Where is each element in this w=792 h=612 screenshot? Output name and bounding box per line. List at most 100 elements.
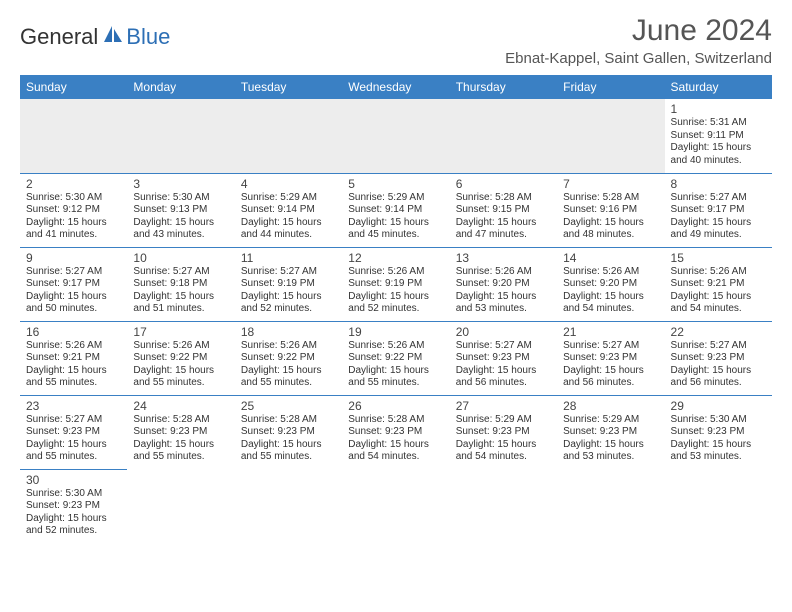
day-number: 30 (26, 473, 121, 487)
daylight-text: Daylight: 15 hours (133, 365, 228, 378)
sunset-text: Sunset: 9:11 PM (671, 130, 766, 143)
sunset-text: Sunset: 9:22 PM (348, 352, 443, 365)
sunrise-text: Sunrise: 5:27 AM (26, 414, 121, 427)
day-number: 10 (133, 251, 228, 265)
sunrise-text: Sunrise: 5:27 AM (456, 340, 551, 353)
day-number: 6 (456, 177, 551, 191)
day-number: 3 (133, 177, 228, 191)
daylight-text: and 56 minutes. (456, 377, 551, 390)
sunset-text: Sunset: 9:23 PM (348, 426, 443, 439)
weekday-header: Saturday (665, 75, 772, 99)
sunset-text: Sunset: 9:23 PM (26, 500, 121, 513)
sunrise-text: Sunrise: 5:26 AM (456, 266, 551, 279)
daylight-text: and 40 minutes. (671, 155, 766, 168)
calendar-day-cell (127, 99, 234, 173)
calendar-day-cell: 17Sunrise: 5:26 AMSunset: 9:22 PMDayligh… (127, 321, 234, 395)
calendar-day-cell (127, 469, 234, 543)
calendar-day-cell: 10Sunrise: 5:27 AMSunset: 9:18 PMDayligh… (127, 247, 234, 321)
daylight-text: and 44 minutes. (241, 229, 336, 242)
calendar-day-cell: 19Sunrise: 5:26 AMSunset: 9:22 PMDayligh… (342, 321, 449, 395)
daylight-text: and 41 minutes. (26, 229, 121, 242)
day-number: 9 (26, 251, 121, 265)
sunset-text: Sunset: 9:23 PM (671, 426, 766, 439)
daylight-text: and 52 minutes. (348, 303, 443, 316)
calendar-day-cell: 21Sunrise: 5:27 AMSunset: 9:23 PMDayligh… (557, 321, 664, 395)
calendar-page: General Blue June 2024 Ebnat-Kappel, Sai… (0, 0, 792, 557)
sunset-text: Sunset: 9:23 PM (133, 426, 228, 439)
sunrise-text: Sunrise: 5:27 AM (563, 340, 658, 353)
calendar-day-cell: 6Sunrise: 5:28 AMSunset: 9:15 PMDaylight… (450, 173, 557, 247)
daylight-text: Daylight: 15 hours (671, 291, 766, 304)
day-number: 11 (241, 251, 336, 265)
day-number: 4 (241, 177, 336, 191)
sunrise-text: Sunrise: 5:27 AM (671, 340, 766, 353)
day-number: 22 (671, 325, 766, 339)
calendar-day-cell: 2Sunrise: 5:30 AMSunset: 9:12 PMDaylight… (20, 173, 127, 247)
daylight-text: Daylight: 15 hours (563, 439, 658, 452)
sunrise-text: Sunrise: 5:29 AM (241, 192, 336, 205)
sunrise-text: Sunrise: 5:30 AM (26, 192, 121, 205)
day-number: 5 (348, 177, 443, 191)
sunrise-text: Sunrise: 5:31 AM (671, 117, 766, 130)
weekday-header: Friday (557, 75, 664, 99)
calendar-day-cell: 3Sunrise: 5:30 AMSunset: 9:13 PMDaylight… (127, 173, 234, 247)
daylight-text: Daylight: 15 hours (26, 513, 121, 526)
calendar-day-cell: 13Sunrise: 5:26 AMSunset: 9:20 PMDayligh… (450, 247, 557, 321)
daylight-text: Daylight: 15 hours (671, 142, 766, 155)
daylight-text: Daylight: 15 hours (133, 291, 228, 304)
day-number: 14 (563, 251, 658, 265)
day-number: 24 (133, 399, 228, 413)
weekday-header: Monday (127, 75, 234, 99)
daylight-text: and 54 minutes. (671, 303, 766, 316)
sunset-text: Sunset: 9:23 PM (456, 426, 551, 439)
sunrise-text: Sunrise: 5:28 AM (563, 192, 658, 205)
sunset-text: Sunset: 9:23 PM (241, 426, 336, 439)
daylight-text: and 55 minutes. (26, 451, 121, 464)
calendar-day-cell: 1Sunrise: 5:31 AMSunset: 9:11 PMDaylight… (665, 99, 772, 173)
calendar-day-cell: 30Sunrise: 5:30 AMSunset: 9:23 PMDayligh… (20, 469, 127, 543)
daylight-text: Daylight: 15 hours (348, 439, 443, 452)
day-number: 2 (26, 177, 121, 191)
calendar-week-row: 1Sunrise: 5:31 AMSunset: 9:11 PMDaylight… (20, 99, 772, 173)
calendar-day-cell: 18Sunrise: 5:26 AMSunset: 9:22 PMDayligh… (235, 321, 342, 395)
calendar-week-row: 9Sunrise: 5:27 AMSunset: 9:17 PMDaylight… (20, 247, 772, 321)
daylight-text: and 53 minutes. (671, 451, 766, 464)
sunrise-text: Sunrise: 5:27 AM (671, 192, 766, 205)
calendar-day-cell (450, 99, 557, 173)
daylight-text: and 52 minutes. (241, 303, 336, 316)
sunrise-text: Sunrise: 5:26 AM (671, 266, 766, 279)
calendar-table: Sunday Monday Tuesday Wednesday Thursday… (20, 75, 772, 543)
sunset-text: Sunset: 9:21 PM (671, 278, 766, 291)
daylight-text: Daylight: 15 hours (133, 217, 228, 230)
calendar-day-cell (450, 469, 557, 543)
daylight-text: and 55 minutes. (26, 377, 121, 390)
daylight-text: Daylight: 15 hours (26, 291, 121, 304)
weekday-header-row: Sunday Monday Tuesday Wednesday Thursday… (20, 75, 772, 99)
calendar-day-cell: 20Sunrise: 5:27 AMSunset: 9:23 PMDayligh… (450, 321, 557, 395)
calendar-day-cell: 27Sunrise: 5:29 AMSunset: 9:23 PMDayligh… (450, 395, 557, 469)
calendar-day-cell (557, 99, 664, 173)
day-number: 12 (348, 251, 443, 265)
daylight-text: Daylight: 15 hours (456, 439, 551, 452)
daylight-text: Daylight: 15 hours (671, 365, 766, 378)
calendar-day-cell (557, 469, 664, 543)
sunset-text: Sunset: 9:23 PM (26, 426, 121, 439)
weekday-header: Sunday (20, 75, 127, 99)
daylight-text: and 53 minutes. (563, 451, 658, 464)
calendar-day-cell: 22Sunrise: 5:27 AMSunset: 9:23 PMDayligh… (665, 321, 772, 395)
daylight-text: Daylight: 15 hours (456, 291, 551, 304)
daylight-text: Daylight: 15 hours (348, 217, 443, 230)
calendar-week-row: 16Sunrise: 5:26 AMSunset: 9:21 PMDayligh… (20, 321, 772, 395)
sunrise-text: Sunrise: 5:30 AM (671, 414, 766, 427)
calendar-day-cell: 28Sunrise: 5:29 AMSunset: 9:23 PMDayligh… (557, 395, 664, 469)
logo-text-blue: Blue (126, 24, 170, 50)
title-block: June 2024 Ebnat-Kappel, Saint Gallen, Sw… (505, 14, 772, 67)
location: Ebnat-Kappel, Saint Gallen, Switzerland (505, 50, 772, 67)
sunrise-text: Sunrise: 5:30 AM (26, 488, 121, 501)
calendar-day-cell: 8Sunrise: 5:27 AMSunset: 9:17 PMDaylight… (665, 173, 772, 247)
sunrise-text: Sunrise: 5:29 AM (348, 192, 443, 205)
calendar-day-cell: 16Sunrise: 5:26 AMSunset: 9:21 PMDayligh… (20, 321, 127, 395)
day-number: 21 (563, 325, 658, 339)
day-number: 28 (563, 399, 658, 413)
sunset-text: Sunset: 9:22 PM (241, 352, 336, 365)
